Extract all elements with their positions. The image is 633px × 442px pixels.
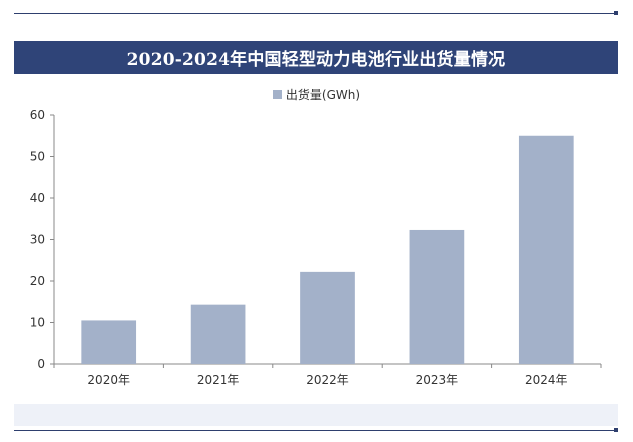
bar <box>409 229 465 364</box>
y-tick-label: 10 <box>30 316 45 330</box>
bar <box>190 304 246 364</box>
x-tick-label: 2020年 <box>87 373 130 387</box>
x-tick-label: 2024年 <box>525 373 568 387</box>
x-tick-label: 2021年 <box>197 373 240 387</box>
x-tick-label: 2023年 <box>416 373 459 387</box>
legend: 出货量(GWh) <box>0 86 633 103</box>
y-tick-label: 40 <box>30 191 45 205</box>
footer-band <box>14 404 618 426</box>
legend-label: 出货量(GWh) <box>285 88 361 102</box>
bottom-rule-dot <box>614 428 618 432</box>
chart-title: 2020-2024年中国轻型动力电池行业出货量情况 <box>14 41 618 74</box>
y-tick-label: 50 <box>30 150 45 164</box>
bottom-rule <box>14 430 618 431</box>
top-rule-dot <box>614 11 618 15</box>
y-tick-label: 20 <box>30 274 45 288</box>
legend-swatch <box>272 90 282 99</box>
y-tick-label: 0 <box>37 357 45 371</box>
x-tick-label: 2022年 <box>306 373 349 387</box>
bar <box>81 320 137 364</box>
top-rule <box>14 13 618 14</box>
bar <box>300 271 355 364</box>
y-tick-label: 30 <box>30 233 45 247</box>
bar <box>518 135 574 364</box>
y-tick-label: 60 <box>30 108 45 122</box>
